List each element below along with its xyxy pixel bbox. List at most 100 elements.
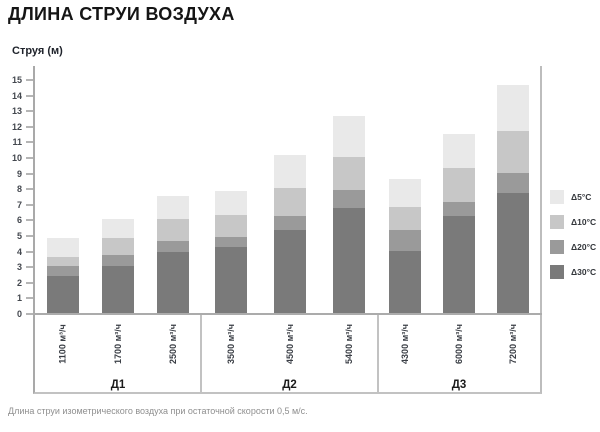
tick-mark: [26, 250, 33, 253]
tick-label: 5: [16, 231, 22, 241]
y-tick-1: 1: [5, 293, 33, 303]
segment-d20: [389, 230, 421, 251]
segment-d5: [214, 191, 247, 215]
tick-label: 12: [11, 121, 22, 132]
legend-swatch-d30: [550, 265, 564, 279]
legend-label-d5: Δ5°C: [571, 192, 592, 202]
group-flow-labels: 3500 м³/ч 4500 м³/ч 5400 м³/ч: [201, 318, 378, 370]
stacked-bar-4500: [273, 155, 306, 313]
tick-label: 8: [16, 184, 22, 195]
y-tick-11: 11: [5, 137, 33, 147]
flow-label: 3500 м³/ч: [225, 324, 236, 364]
tick-mark: [26, 125, 33, 128]
legend: Δ5°C Δ10°C Δ20°C Δ30°C: [550, 190, 596, 290]
segment-d20: [273, 216, 306, 231]
legend-item-d5: Δ5°C: [550, 190, 596, 204]
legend-item-d10: Δ10°C: [550, 215, 596, 229]
legend-item-d30: Δ30°C: [550, 265, 596, 279]
segment-d10: [214, 214, 247, 237]
flow-label: 4500 м³/ч: [284, 324, 295, 364]
segment-d5: [157, 196, 190, 220]
group-bars: [35, 66, 201, 313]
flow-label-cell: 1100 м³/ч: [47, 318, 79, 370]
flow-label-cell: 7200 м³/ч: [497, 318, 529, 370]
flow-label-cell: 4300 м³/ч: [389, 318, 421, 370]
y-tick-15: 15: [5, 75, 33, 85]
y-tick-13: 13: [5, 106, 33, 116]
group-Д2: 3500 м³/ч 4500 м³/ч 5400 м³/ч Д2: [201, 66, 378, 392]
tick-mark: [26, 297, 33, 300]
tick-label: 3: [16, 262, 22, 273]
stacked-bar-5400: [332, 116, 365, 313]
group-name-Д2: Д2: [282, 379, 297, 391]
segment-d5: [332, 116, 365, 158]
stacked-bar-6000: [443, 133, 475, 313]
group-bars: [378, 66, 540, 313]
tick-label: 14: [11, 90, 22, 101]
plot-frame: 0 1 2 3 4 5 6 7 8 9 10 11 12 13 14 15 1100 м³/ч 1700 м³/…: [12, 66, 542, 394]
flow-label: 7200 м³/ч: [508, 324, 518, 364]
stacked-bar-4300: [389, 178, 421, 313]
tick-mark: [26, 235, 33, 237]
stacked-bar-1700: [101, 219, 134, 313]
y-tick-2: 2: [5, 278, 33, 288]
tick-mark: [26, 141, 33, 144]
legend-swatch-d10: [550, 215, 564, 229]
tick-mark: [26, 172, 33, 175]
stacked-bar-7200: [497, 85, 529, 313]
y-tick-3: 3: [5, 262, 33, 272]
y-tick-6: 6: [5, 215, 33, 225]
legend-label-d10: Δ10°C: [571, 217, 597, 227]
segment-d30: [273, 230, 306, 313]
segment-d30: [443, 216, 475, 313]
tick-label: 6: [16, 215, 22, 226]
segment-d10: [497, 130, 529, 173]
segment-d30: [389, 250, 421, 313]
tick-mark: [26, 219, 33, 222]
segment-d5: [497, 85, 529, 131]
flow-label-cell: 4500 м³/ч: [274, 318, 306, 370]
segment-d10: [101, 238, 134, 256]
y-tick-5: 5: [5, 231, 33, 241]
bar-groups: 1100 м³/ч 1700 м³/ч 2500 м³/ч Д1 3500 м³/ч 45…: [35, 66, 540, 392]
group-name-Д1: Д1: [110, 379, 126, 391]
y-tick-12: 12: [5, 122, 33, 132]
flow-label-cell: 1700 м³/ч: [102, 318, 134, 370]
tick-label: 11: [12, 137, 22, 148]
y-tick-4: 4: [5, 247, 33, 257]
y-tick-9: 9: [5, 169, 33, 179]
stacked-bar-2500: [157, 196, 190, 313]
page-title: ДЛИНА СТРУИ ВОЗДУХА: [8, 4, 235, 24]
tick-mark: [26, 281, 33, 284]
tick-mark: [26, 203, 33, 206]
segment-d30: [46, 275, 79, 313]
stacked-bar-3500: [214, 191, 247, 313]
tick-mark: [26, 313, 33, 315]
group-name-Д3: Д3: [451, 379, 467, 391]
stacked-bar-1100: [46, 238, 79, 313]
group-flow-labels: 1100 м³/ч 1700 м³/ч 2500 м³/ч: [35, 318, 201, 370]
segment-d30: [497, 192, 529, 313]
legend-swatch-d5: [550, 190, 564, 204]
tick-label: 4: [16, 246, 22, 257]
segment-d5: [46, 238, 79, 257]
legend-label-d30: Δ30°C: [571, 267, 597, 277]
group-Д3: 4300 м³/ч 6000 м³/ч 7200 м³/ч Д3: [378, 66, 540, 392]
segment-d10: [46, 256, 79, 267]
tick-mark: [26, 94, 33, 97]
segment-d10: [443, 167, 475, 203]
segment-d20: [46, 266, 79, 276]
group-separator: [200, 315, 202, 392]
segment-d10: [157, 219, 190, 242]
tick-label: 7: [16, 199, 22, 210]
segment-d5: [101, 219, 134, 239]
segment-d20: [157, 241, 190, 253]
y-tick-0: 0: [5, 309, 33, 319]
tick-label: 15: [11, 75, 22, 85]
tick-label: 0: [16, 309, 22, 319]
segment-d20: [214, 236, 247, 248]
segment-d5: [389, 178, 421, 207]
y-tick-14: 14: [5, 91, 33, 101]
segment-d30: [332, 208, 365, 313]
